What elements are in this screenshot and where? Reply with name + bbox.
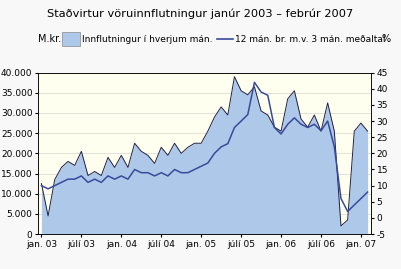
Text: Innflutningur í hverjum mán.: Innflutningur í hverjum mán. <box>82 34 213 44</box>
Text: Staðvirtur vöruinnflutningur janúr 2003 – febrúr 2007: Staðvirtur vöruinnflutningur janúr 2003 … <box>47 8 354 19</box>
Text: %: % <box>382 34 391 44</box>
Text: 12 mán. br. m.v. 3 mán. meðaltal: 12 mán. br. m.v. 3 mán. meðaltal <box>235 34 385 44</box>
Text: M.kr.: M.kr. <box>38 34 61 44</box>
